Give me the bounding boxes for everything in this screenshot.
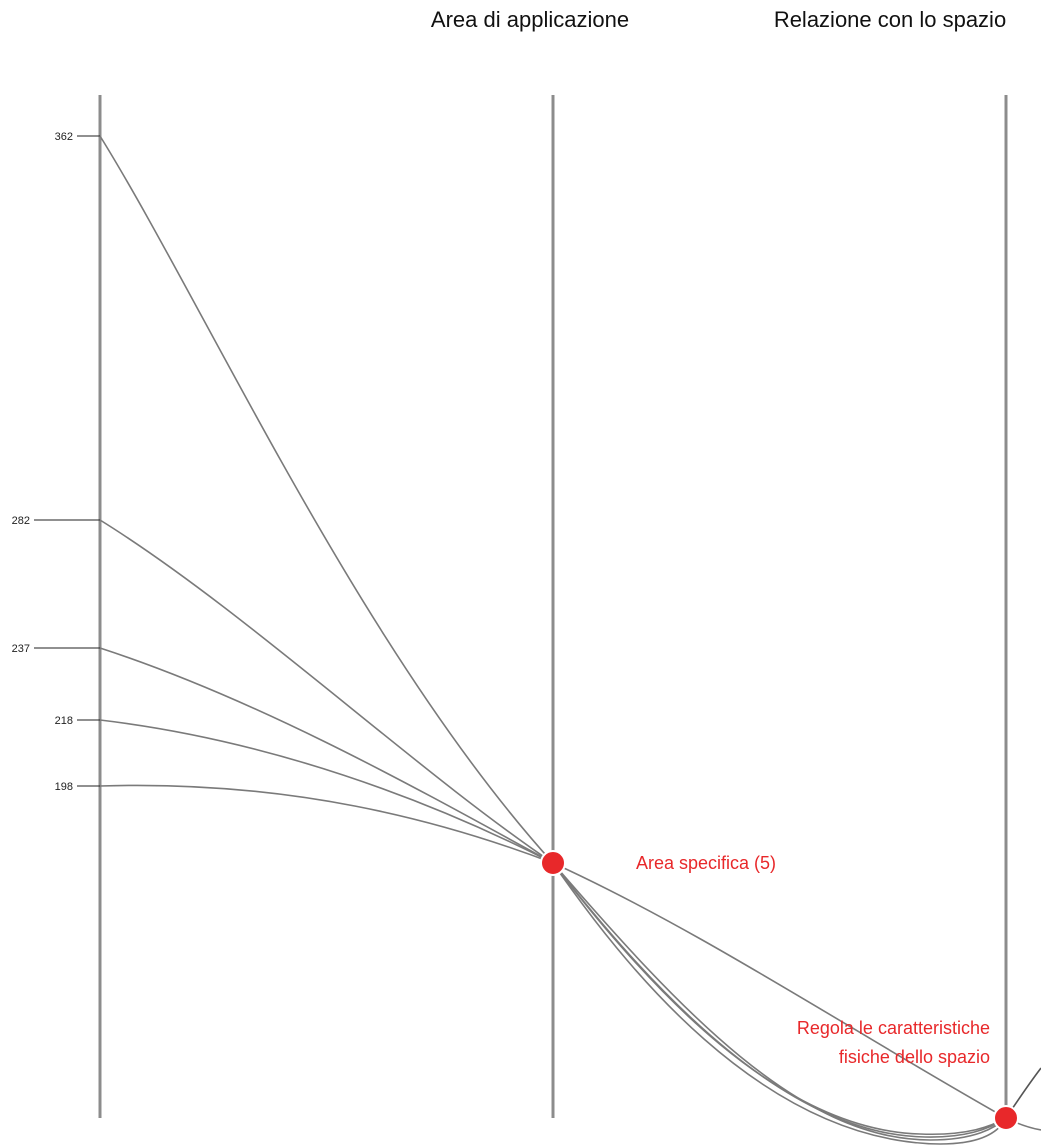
tick-label-282: 282 [12, 515, 30, 527]
axis-title-middle: Area di applicazione [431, 7, 629, 32]
node-dot-regola-caratteristiche[interactable] [993, 1105, 1019, 1131]
flow-curve-218 [99, 719, 554, 864]
flow-curve-237 [99, 647, 554, 864]
left-axis-ticks: 362 282 237 218 198 [12, 131, 100, 793]
flows-left-to-middle [99, 135, 554, 864]
tick-label-362: 362 [55, 131, 73, 143]
flow-curve-mr-2 [552, 862, 1007, 1141]
flow-curve-198 [99, 784, 554, 864]
flow-curve-mr-5 [552, 862, 1007, 1145]
flow-curve-mr-1 [552, 862, 1007, 1119]
tick-label-218: 218 [55, 715, 73, 727]
flow-curve-282 [99, 519, 554, 864]
node-dot-area-specifica[interactable] [540, 850, 566, 876]
flow-curve-mr-3 [552, 862, 1007, 1138]
flow-curve-362 [99, 135, 554, 864]
axis-title-right: Relazione con lo spazio [774, 7, 1006, 32]
flows-middle-to-right [552, 862, 1007, 1145]
node-label-regola-line2: fisiche dello spazio [839, 1047, 990, 1067]
tick-label-237: 237 [12, 643, 30, 655]
flow-curve-mr-4 [552, 862, 1007, 1136]
tick-label-198: 198 [55, 781, 73, 793]
node-label-area-specifica: Area specifica (5) [636, 853, 776, 873]
node-label-regola-line1: Regola le caratteristiche [797, 1018, 990, 1038]
